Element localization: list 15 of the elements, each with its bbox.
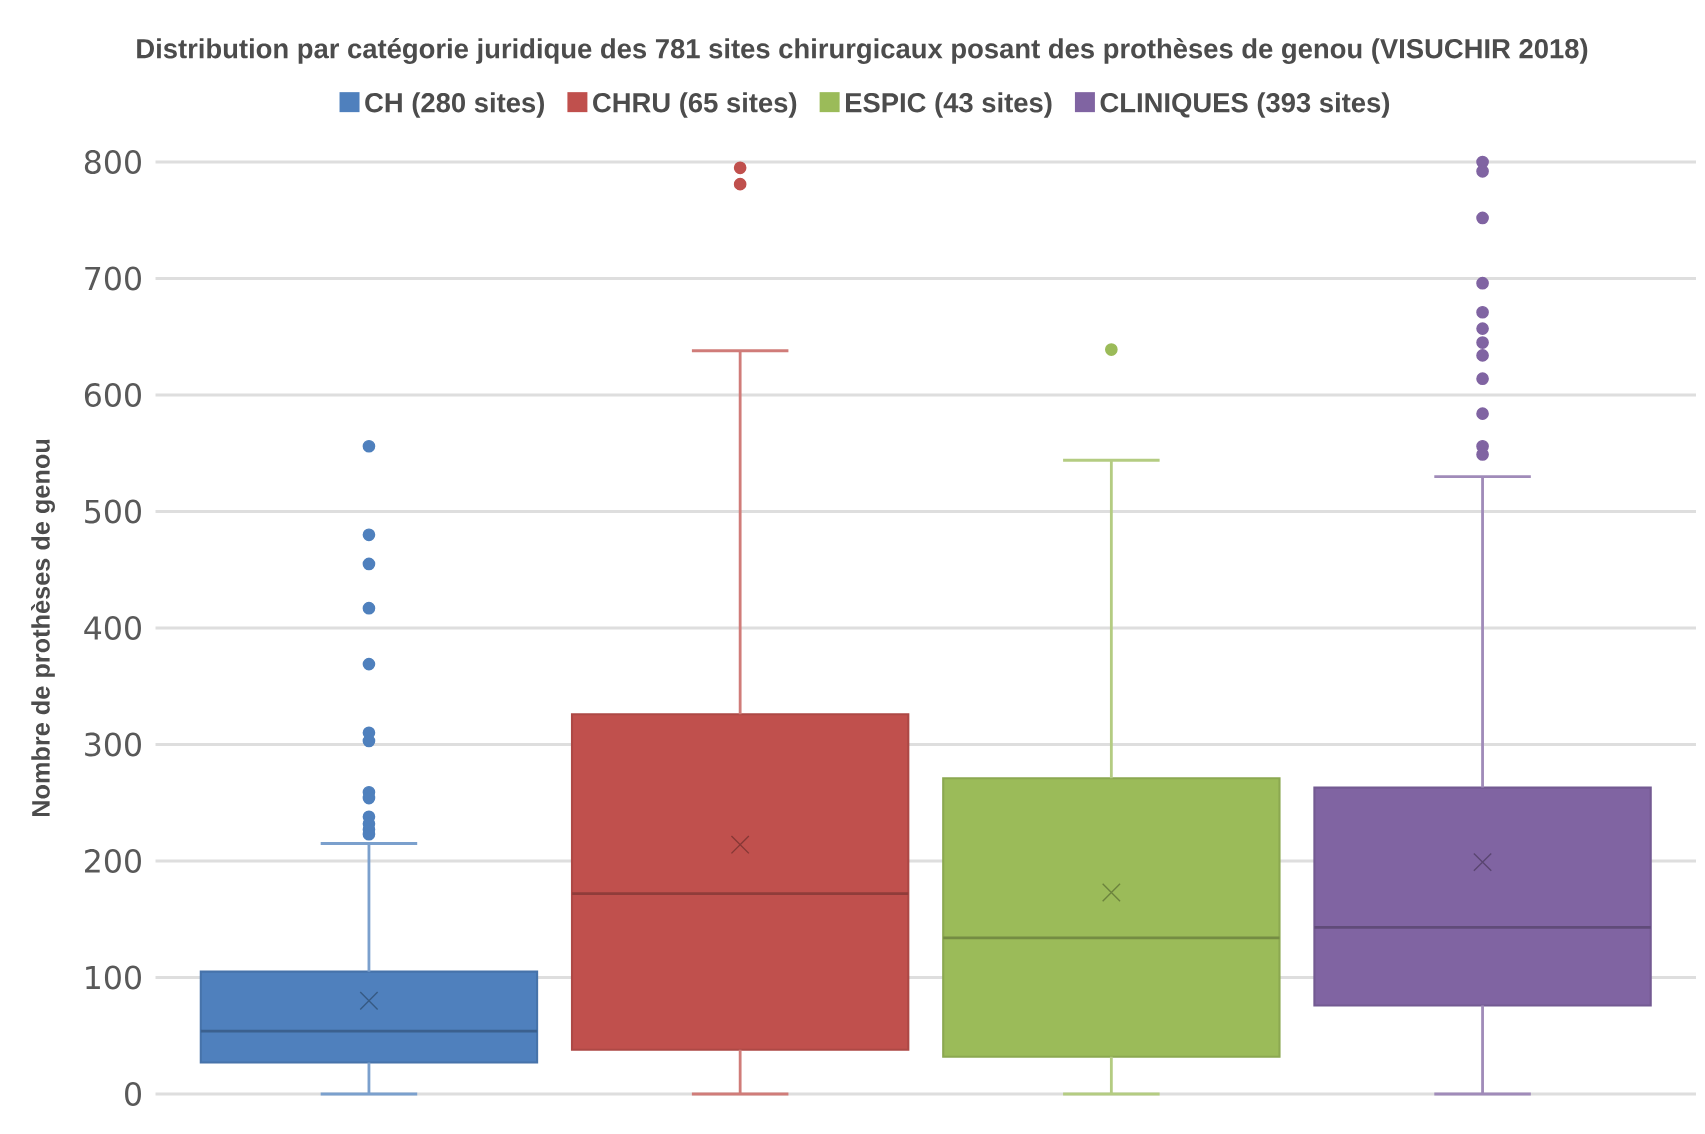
y-tick-label: 100 <box>86 965 141 990</box>
y-tick-label: 700 <box>85 266 141 291</box>
y-axis-title: Nombre de prothèses de genou <box>31 439 55 817</box>
legend-label: CHRU (65 sites) <box>593 92 797 118</box>
legend-label: CH (280 sites) <box>365 92 544 118</box>
y-tick-label: 300 <box>85 732 141 757</box>
y-tick-label: 200 <box>85 849 141 873</box>
chart-title: Distribution par catégorie juridique des 781 sites chirurgicaux posant des prothèses de genou (VISUCHIR 2018) <box>137 38 1588 64</box>
y-tick-label: 800 <box>84 150 141 174</box>
y-tick-label: 600 <box>84 383 141 407</box>
legend-label: ESPIC (43 sites) <box>846 92 1052 118</box>
legend-label: CLINIQUES (393 sites) <box>1100 92 1390 118</box>
y-tick-label: 0 <box>125 1082 141 1106</box>
y-tick-label: 400 <box>84 616 141 640</box>
y-tick-label: 500 <box>85 499 141 524</box>
